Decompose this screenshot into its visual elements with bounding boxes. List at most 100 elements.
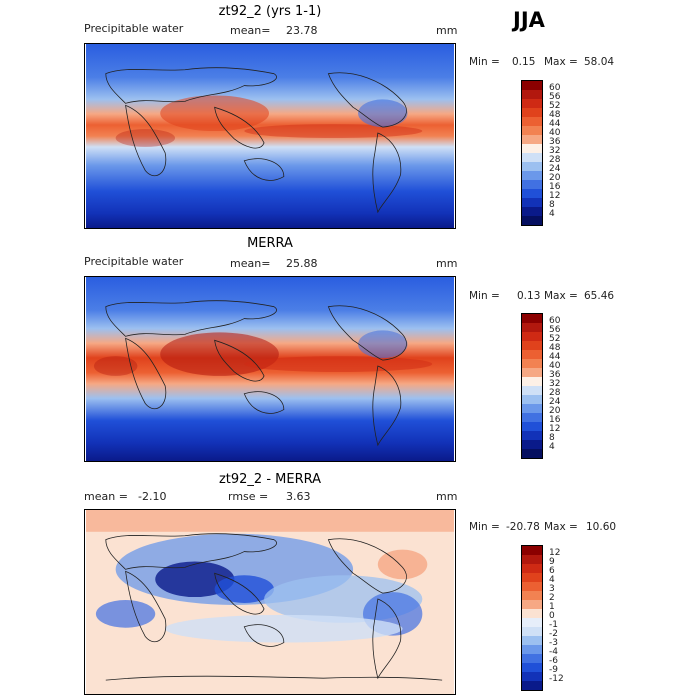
colorbar-2-segment	[522, 341, 542, 350]
colorbar-2-tick-label: 52	[549, 334, 561, 344]
panel-1-colorbar	[521, 80, 543, 226]
colorbar-3-tick-label: 0	[549, 611, 555, 621]
colorbar-1-tick-label: 32	[549, 146, 561, 156]
colorbar-1-segment	[522, 126, 542, 135]
colorbar-2-tick-label: 20	[549, 406, 561, 416]
panel-1-mean-value: 23.78	[286, 24, 318, 37]
panel-3-mean-value: -2.10	[138, 490, 167, 503]
colorbar-3-segment	[522, 654, 542, 663]
colorbar-2-segment	[522, 368, 542, 377]
colorbar-3-segment	[522, 591, 542, 600]
colorbar-3-tick-label: 4	[549, 575, 555, 585]
colorbar-2-tick-label: 40	[549, 361, 561, 371]
panel-2-colorbar	[521, 313, 543, 459]
colorbar-3-tick-label: 9	[549, 557, 555, 567]
colorbar-2-tick-label: 12	[549, 424, 561, 434]
colorbar-2-tick-label: 60	[549, 316, 561, 326]
colorbar-2-segment	[522, 422, 542, 431]
colorbar-3-tick-label: -4	[549, 647, 558, 657]
colorbar-2-tick-label: 24	[549, 397, 561, 407]
panel-1-units: mm	[436, 24, 458, 37]
panel-3-map	[84, 509, 456, 695]
colorbar-1-segment	[522, 180, 542, 189]
colorbar-3-tick-label: -9	[549, 665, 558, 675]
colorbar-2-segment	[522, 332, 542, 341]
colorbar-1-segment	[522, 81, 542, 90]
panel-3-title: zt92_2 - MERRA	[218, 472, 322, 487]
colorbar-2-segment	[522, 314, 542, 323]
colorbar-3-segment	[522, 618, 542, 627]
colorbar-3-segment	[522, 609, 542, 618]
panel-3-max-value: 10.60	[586, 521, 617, 533]
panel-2-max-label: Max =	[544, 290, 578, 302]
colorbar-2-tick-label: 8	[549, 433, 555, 443]
colorbar-2-segment	[522, 440, 542, 449]
colorbar-3-segment	[522, 555, 542, 564]
colorbar-3-segment	[522, 600, 542, 609]
colorbar-1-tick-label: 56	[549, 92, 561, 102]
panel-1-min-value: 0.15	[512, 56, 536, 68]
colorbar-2-tick-label: 28	[549, 388, 561, 398]
colorbar-2-segment	[522, 413, 542, 422]
panel-3-colorbar	[521, 545, 543, 691]
panel-2-coastlines	[105, 300, 407, 447]
colorbar-3-tick-label: 3	[549, 584, 555, 594]
colorbar-1-segment	[522, 198, 542, 207]
colorbar-3-segment	[522, 582, 542, 591]
panel-3-rmse-label: rmse =	[228, 490, 269, 503]
colorbar-1-tick-label: 20	[549, 173, 561, 183]
colorbar-2-segment	[522, 386, 542, 395]
colorbar-3-tick-label: 2	[549, 593, 555, 603]
colorbar-2-tick-label: 36	[549, 370, 561, 380]
panel-3-min-label: Min =	[469, 521, 500, 533]
colorbar-3-tick-label: 12	[549, 548, 561, 558]
panel-2-mean-label: mean=	[230, 257, 271, 270]
colorbar-3-tick-label: -12	[549, 674, 564, 684]
colorbar-1-segment	[522, 99, 542, 108]
colorbar-1-segment	[522, 108, 542, 117]
colorbar-2-tick-label: 48	[549, 343, 561, 353]
panel-1-coastlines	[105, 67, 407, 214]
panel-1-min-label: Min =	[469, 56, 500, 68]
colorbar-2-segment	[522, 359, 542, 368]
colorbar-1-tick-label: 48	[549, 110, 561, 120]
panel-1-title: zt92_2 (yrs 1-1)	[218, 4, 322, 19]
colorbar-1-tick-label: 8	[549, 200, 555, 210]
panel-2-max-value: 65.46	[584, 290, 615, 302]
colorbar-2-segment	[522, 323, 542, 332]
colorbar-2-segment	[522, 377, 542, 386]
panel-3-units: mm	[436, 490, 458, 503]
panel-1-variable-label: Precipitable water	[84, 22, 184, 35]
colorbar-2-segment	[522, 350, 542, 359]
panel-3-rmse-value: 3.63	[286, 490, 311, 503]
colorbar-3-tick-label: 6	[549, 566, 555, 576]
colorbar-1-tick-label: 52	[549, 101, 561, 111]
colorbar-1-tick-label: 16	[549, 182, 561, 192]
colorbar-1-tick-label: 40	[549, 128, 561, 138]
panel-3-mean-label: mean =	[84, 490, 128, 503]
colorbar-2-segment	[522, 431, 542, 440]
panel-2-min-label: Min =	[469, 290, 500, 302]
colorbar-1-segment	[522, 90, 542, 99]
colorbar-2-segment	[522, 404, 542, 413]
colorbar-1-tick-label: 4	[549, 209, 555, 219]
colorbar-3-segment	[522, 636, 542, 645]
colorbar-1-tick-label: 36	[549, 137, 561, 147]
colorbar-1-tick-label: 44	[549, 119, 561, 129]
colorbar-3-segment	[522, 564, 542, 573]
colorbar-3-segment	[522, 546, 542, 555]
panel-2-units: mm	[436, 257, 458, 270]
colorbar-1-segment	[522, 162, 542, 171]
colorbar-3-tick-label: -6	[549, 656, 558, 666]
colorbar-3-segment	[522, 663, 542, 672]
colorbar-1-tick-label: 28	[549, 155, 561, 165]
panel-3-min-value: -20.78	[506, 521, 540, 533]
colorbar-1-segment	[522, 171, 542, 180]
colorbar-3-segment	[522, 681, 542, 690]
colorbar-1-segment	[522, 207, 542, 216]
colorbar-1-tick-label: 60	[549, 83, 561, 93]
colorbar-2-tick-label: 44	[549, 352, 561, 362]
colorbar-1-tick-label: 12	[549, 191, 561, 201]
panel-2-map	[84, 276, 456, 462]
colorbar-1-segment	[522, 117, 542, 126]
